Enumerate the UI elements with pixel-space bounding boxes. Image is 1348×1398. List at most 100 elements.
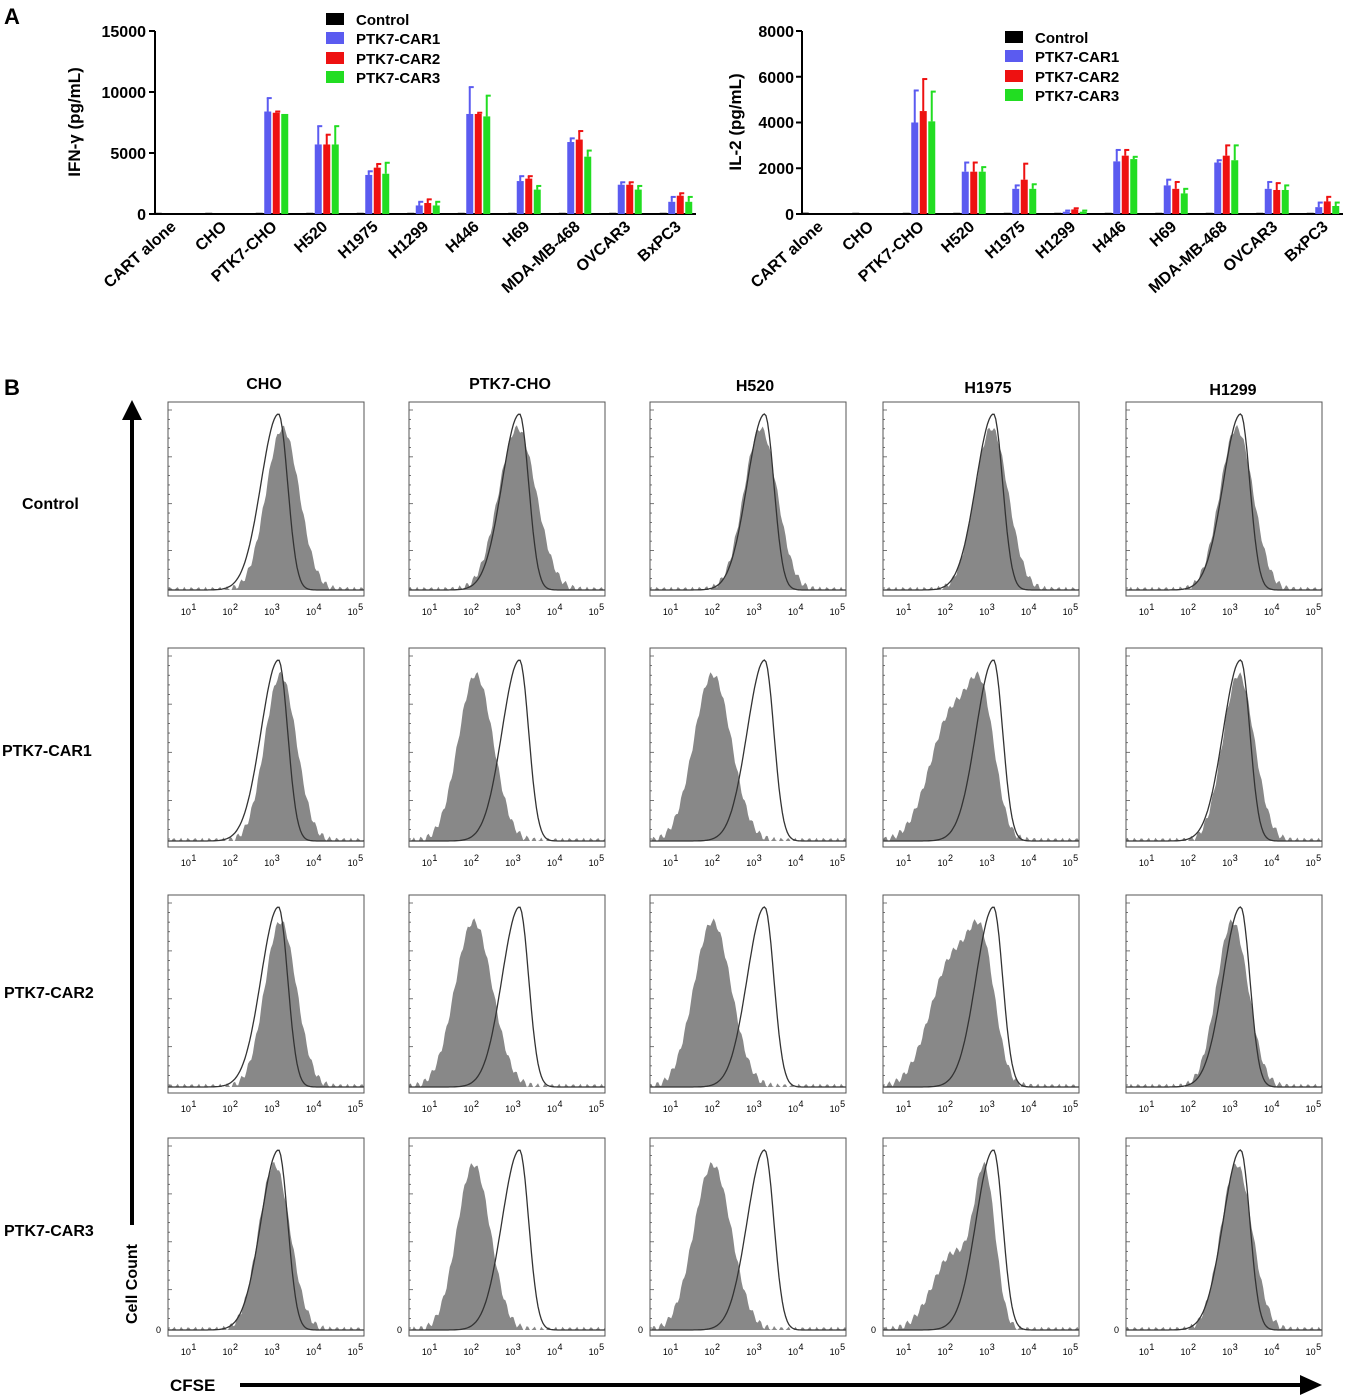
x-tick-exponent: 4 — [316, 1099, 321, 1109]
bar-car3 — [1332, 205, 1340, 214]
x-tick-label: 10 — [1264, 858, 1274, 868]
x-tick-exponent: 2 — [1191, 853, 1196, 863]
x-tick-label: 10 — [1063, 1104, 1073, 1114]
bar-control — [508, 212, 516, 214]
y-zero-label: 0 — [1114, 1325, 1119, 1335]
histogram-panel: 10 1 10 2 10 3 10 4 10 50 — [1114, 1137, 1323, 1357]
histogram-panel: 10 1 10 2 10 3 10 4 10 5 — [882, 647, 1080, 868]
histogram-frame — [882, 401, 1080, 597]
x-tick-exponent: 2 — [715, 853, 720, 863]
bar-car2 — [676, 195, 684, 214]
x-tick-label: 10 — [1306, 607, 1316, 617]
x-tick-label: 10 — [1264, 1104, 1274, 1114]
x-tick-label: 10 — [663, 858, 673, 868]
x-tick-label: 10 — [505, 607, 515, 617]
bar-car1 — [314, 144, 322, 214]
bar-car2 — [626, 184, 634, 214]
legend-label: PTK7-CAR3 — [1035, 88, 1119, 105]
x-tick-label: 10 — [181, 607, 191, 617]
x-tick-label: 10 — [1181, 858, 1191, 868]
x-tick-exponent: 1 — [432, 1342, 437, 1352]
x-tick-label: 10 — [746, 1104, 756, 1114]
bar-car1 — [516, 181, 524, 214]
y-zero-label: 0 — [397, 1325, 402, 1335]
legend-label: Control — [356, 12, 409, 29]
filled-histogram — [1126, 672, 1322, 841]
x-tick-label: 10 — [589, 858, 599, 868]
x-tick-exponent: 1 — [906, 853, 911, 863]
x-tick-label: 10 — [788, 1347, 798, 1357]
bar-control — [902, 212, 910, 214]
x-tick-exponent: 2 — [474, 1099, 479, 1109]
histogram-panel: 10 1 10 2 10 3 10 4 10 5 — [649, 647, 847, 868]
x-tick-label: 10 — [464, 1347, 474, 1357]
outline-histogram — [883, 1149, 1079, 1331]
bar-control — [1306, 212, 1314, 214]
legend-label: PTK7-CAR1 — [1035, 49, 1119, 66]
x-tick-exponent: 3 — [275, 602, 280, 612]
legend-swatch-control — [1005, 31, 1023, 43]
panel-a-label: A — [4, 4, 20, 29]
x-tick-label: 10 — [938, 858, 948, 868]
x-tick-exponent: 3 — [1233, 602, 1238, 612]
bar-control — [801, 212, 809, 214]
category-label: H1299 — [386, 218, 432, 262]
outline-histogram — [409, 1149, 605, 1331]
bar-car1 — [466, 113, 474, 214]
histogram-frame — [167, 401, 365, 597]
filled-histogram — [1126, 1163, 1322, 1330]
category-label: CART alone — [748, 218, 827, 291]
bar-car3 — [533, 189, 541, 214]
legend-label: Control — [1035, 30, 1088, 47]
x-tick-label: 10 — [1063, 1347, 1073, 1357]
bar-control — [407, 212, 415, 214]
cfse-arrowhead — [1300, 1375, 1322, 1395]
bar-car3 — [382, 173, 390, 214]
x-tick-label: 10 — [348, 1104, 358, 1114]
outline-histogram — [168, 1149, 364, 1331]
filled-histogram — [650, 426, 846, 590]
x-tick-exponent: 5 — [1073, 1099, 1078, 1109]
il2-ytick-label: 4000 — [758, 115, 794, 132]
x-tick-exponent: 4 — [1274, 602, 1279, 612]
x-tick-exponent: 1 — [673, 853, 678, 863]
x-tick-exponent: 1 — [673, 1099, 678, 1109]
x-tick-label: 10 — [264, 607, 274, 617]
x-tick-exponent: 5 — [1073, 853, 1078, 863]
x-tick-label: 10 — [589, 1104, 599, 1114]
x-tick-label: 10 — [464, 1104, 474, 1114]
x-tick-label: 10 — [1264, 1347, 1274, 1357]
x-tick-exponent: 4 — [798, 853, 803, 863]
outline-histogram — [883, 413, 1079, 591]
row-label: PTK7-CAR1 — [2, 743, 92, 760]
x-tick-exponent: 5 — [599, 602, 604, 612]
x-tick-exponent: 4 — [557, 602, 562, 612]
x-tick-exponent: 3 — [990, 1099, 995, 1109]
x-tick-label: 10 — [306, 1104, 316, 1114]
column-header: PTK7-CHO — [469, 376, 551, 393]
x-tick-label: 10 — [1063, 607, 1073, 617]
il2-y-axis-label: IL-2 (pg/mL) — [726, 73, 745, 170]
x-tick-label: 10 — [663, 1104, 673, 1114]
bar-car3 — [634, 189, 642, 214]
category-label: H1975 — [982, 218, 1028, 262]
histogram-frame — [167, 647, 365, 848]
x-tick-label: 10 — [264, 858, 274, 868]
bar-car2 — [424, 203, 432, 214]
bar-car3 — [978, 171, 986, 214]
legend-label: PTK7-CAR2 — [1035, 69, 1119, 86]
bar-car1 — [264, 111, 272, 214]
bar-control — [205, 212, 213, 214]
x-tick-exponent: 3 — [990, 1342, 995, 1352]
category-label: CHO — [839, 218, 877, 254]
outline-histogram — [650, 1149, 846, 1331]
x-tick-label: 10 — [306, 858, 316, 868]
outline-histogram — [650, 906, 846, 1088]
histogram-panel: 10 1 10 2 10 3 10 4 10 5 — [649, 401, 847, 617]
panel-b-label: B — [4, 375, 20, 400]
outline-histogram — [1126, 1149, 1322, 1331]
y-zero-label: 0 — [871, 1325, 876, 1335]
bar-control — [1205, 212, 1213, 214]
x-tick-label: 10 — [663, 1347, 673, 1357]
bar-car3 — [685, 201, 693, 214]
